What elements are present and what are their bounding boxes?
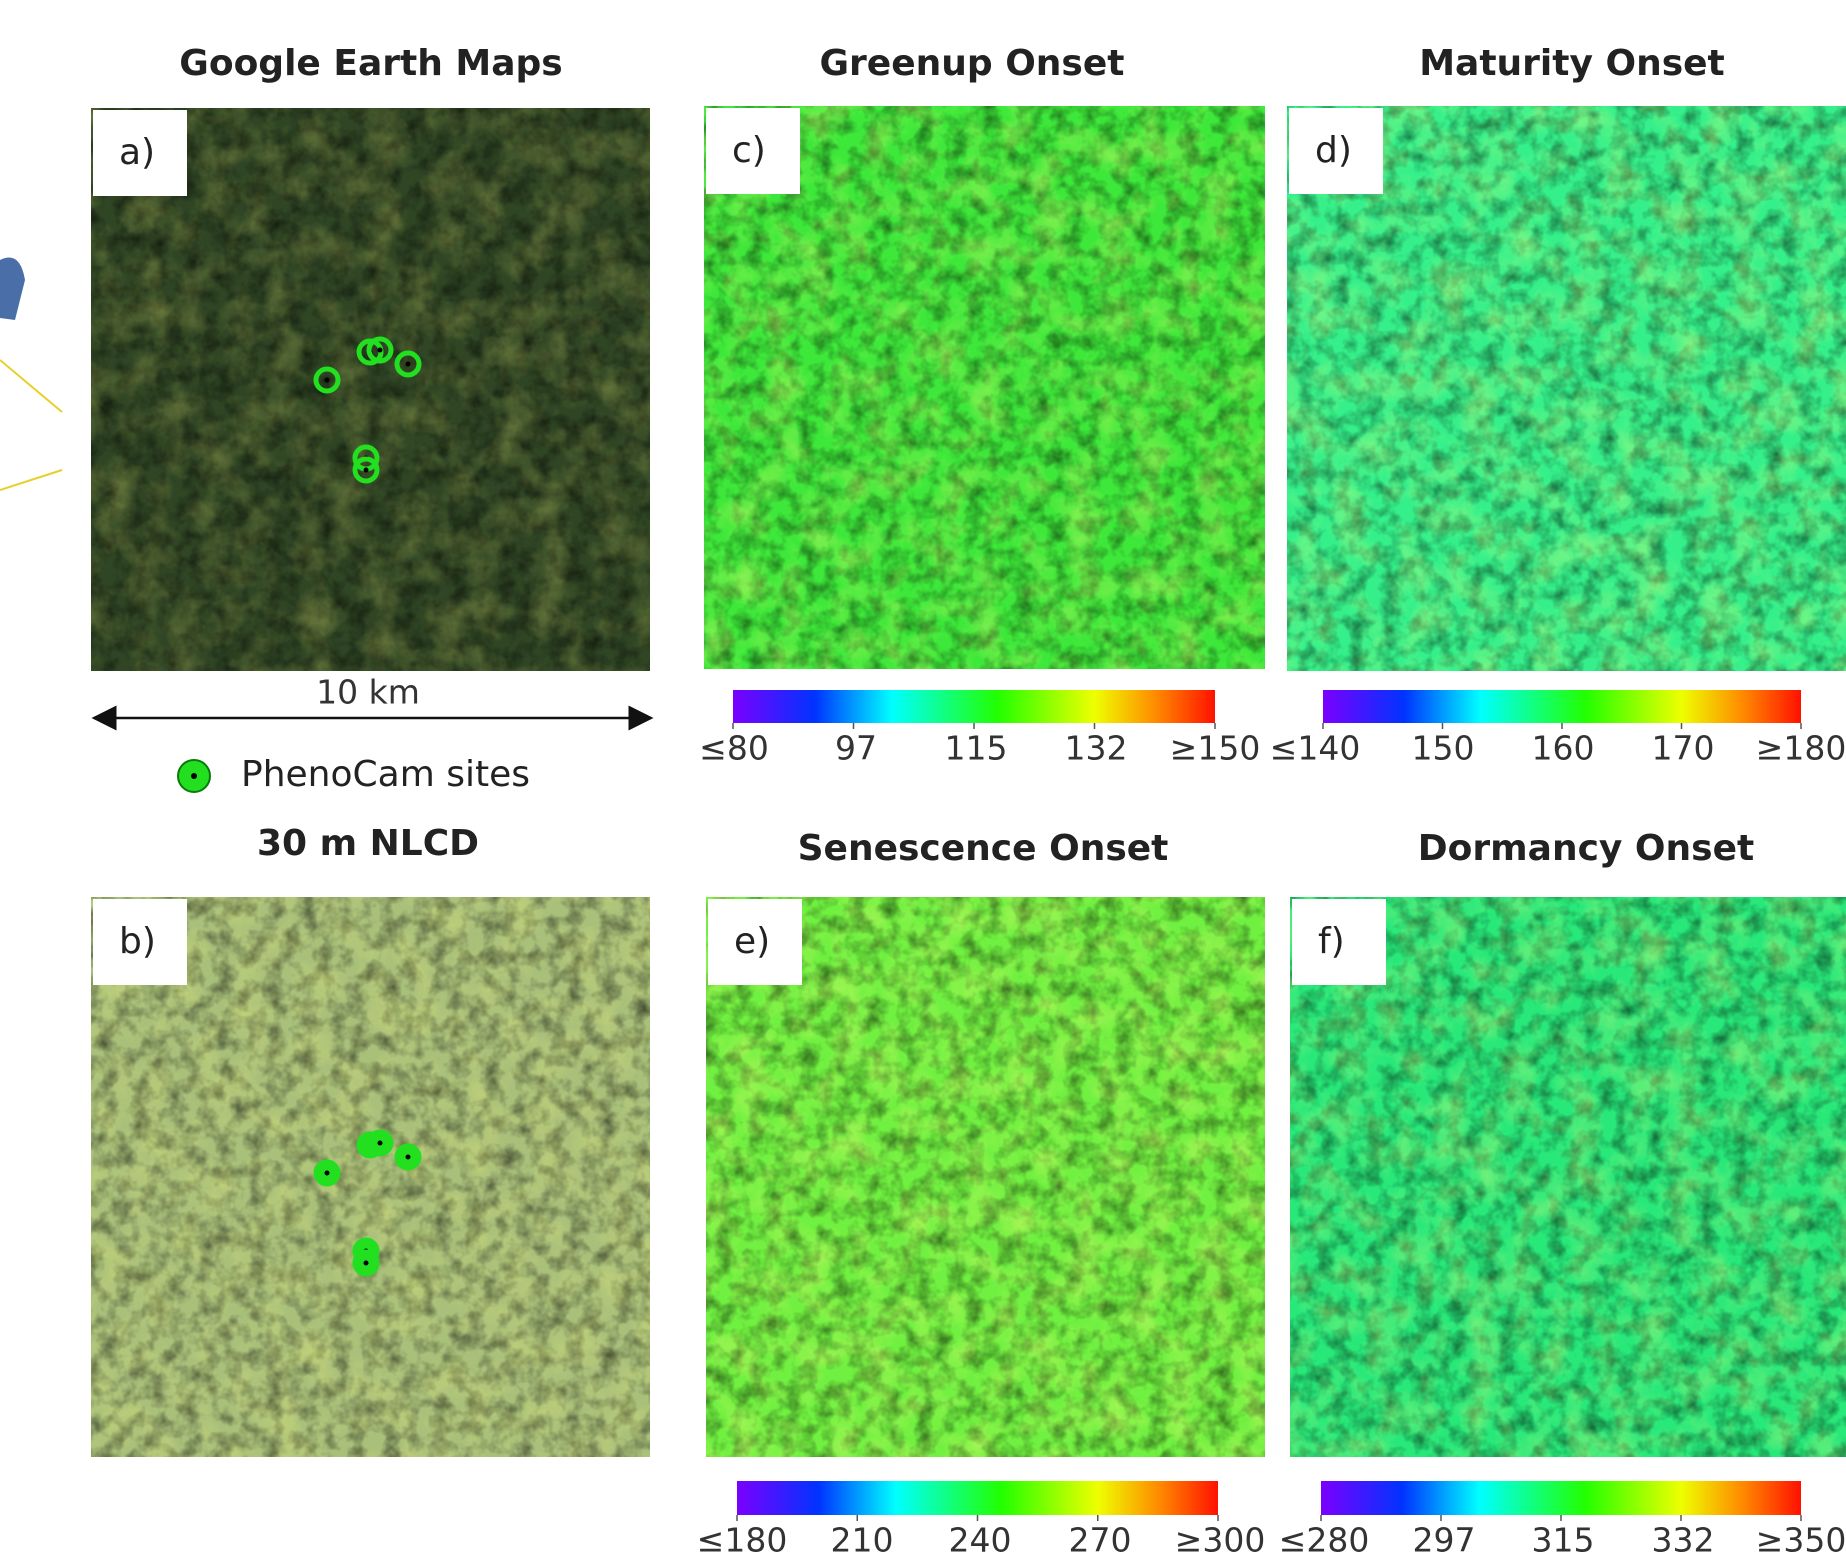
colorbar-tick-label: ≥150 xyxy=(1170,729,1261,768)
colorbar-tick-label: ≤280 xyxy=(1279,1521,1370,1559)
panel-title: Senescence Onset xyxy=(798,828,1169,869)
colorbar-tick-label: 297 xyxy=(1413,1521,1476,1559)
colorbar-tick-label: 270 xyxy=(1069,1521,1132,1559)
panel-title: Greenup Onset xyxy=(820,43,1125,84)
inset-fragment xyxy=(0,258,25,321)
panel-title: Dormancy Onset xyxy=(1418,828,1754,869)
panel-title: 30 m NLCD xyxy=(257,823,479,864)
colorbar xyxy=(733,690,1215,723)
colorbar-tick-label: ≥300 xyxy=(1175,1521,1266,1559)
panel-label: e) xyxy=(734,921,770,962)
scale-bar-label: 10 km xyxy=(316,673,420,712)
legend-marker-dot xyxy=(191,773,197,779)
phenocam-site-dot xyxy=(406,1155,411,1160)
phenocam-site-dot xyxy=(325,378,330,383)
figure: 10 km PhenoCam sites Google Earth Maps a)… xyxy=(0,0,1846,1559)
colorbar-tick-label: ≥180 xyxy=(1756,729,1846,768)
colorbar-tick-label: ≤80 xyxy=(699,729,769,768)
colorbar-tick-label: 97 xyxy=(835,729,877,768)
panel-label: b) xyxy=(119,921,156,962)
phenocam-site-dot xyxy=(325,1171,330,1176)
phenocam-site-dot xyxy=(378,1141,383,1146)
phenocam-site-dot xyxy=(378,348,383,353)
colorbar-tick-label: 315 xyxy=(1532,1521,1595,1559)
colorbar-tick-label: 150 xyxy=(1412,729,1475,768)
phenocam-site-dot xyxy=(406,362,411,367)
colorbar-tick-label: 332 xyxy=(1652,1521,1715,1559)
inset-line xyxy=(0,360,62,412)
legend-label: PhenoCam sites xyxy=(241,754,530,795)
phenocam-site-dot xyxy=(364,1261,369,1266)
colorbar-tick-label: ≤140 xyxy=(1270,729,1361,768)
panel-title: Google Earth Maps xyxy=(179,43,562,84)
colorbar xyxy=(1323,690,1801,723)
inset-line xyxy=(0,470,62,490)
colorbar xyxy=(737,1481,1218,1515)
colorbar-tick-label: 132 xyxy=(1065,729,1128,768)
phenocam-site-dot xyxy=(364,468,369,473)
colorbar-tick-label: 115 xyxy=(945,729,1008,768)
panel-label: d) xyxy=(1315,130,1352,171)
colorbar-tick-label: ≤180 xyxy=(697,1521,788,1559)
colorbar xyxy=(1321,1481,1801,1515)
colorbar-tick-label: 240 xyxy=(949,1521,1012,1559)
colorbar-tick-label: 170 xyxy=(1652,729,1715,768)
panel-label: f) xyxy=(1318,921,1345,962)
colorbar-tick-label: ≥350 xyxy=(1756,1521,1846,1559)
panel-label: a) xyxy=(119,132,155,173)
panel-title: Maturity Onset xyxy=(1419,43,1725,84)
colorbar-tick-label: 210 xyxy=(831,1521,894,1559)
colorbar-tick-label: 160 xyxy=(1532,729,1595,768)
panel-label: c) xyxy=(732,130,766,171)
